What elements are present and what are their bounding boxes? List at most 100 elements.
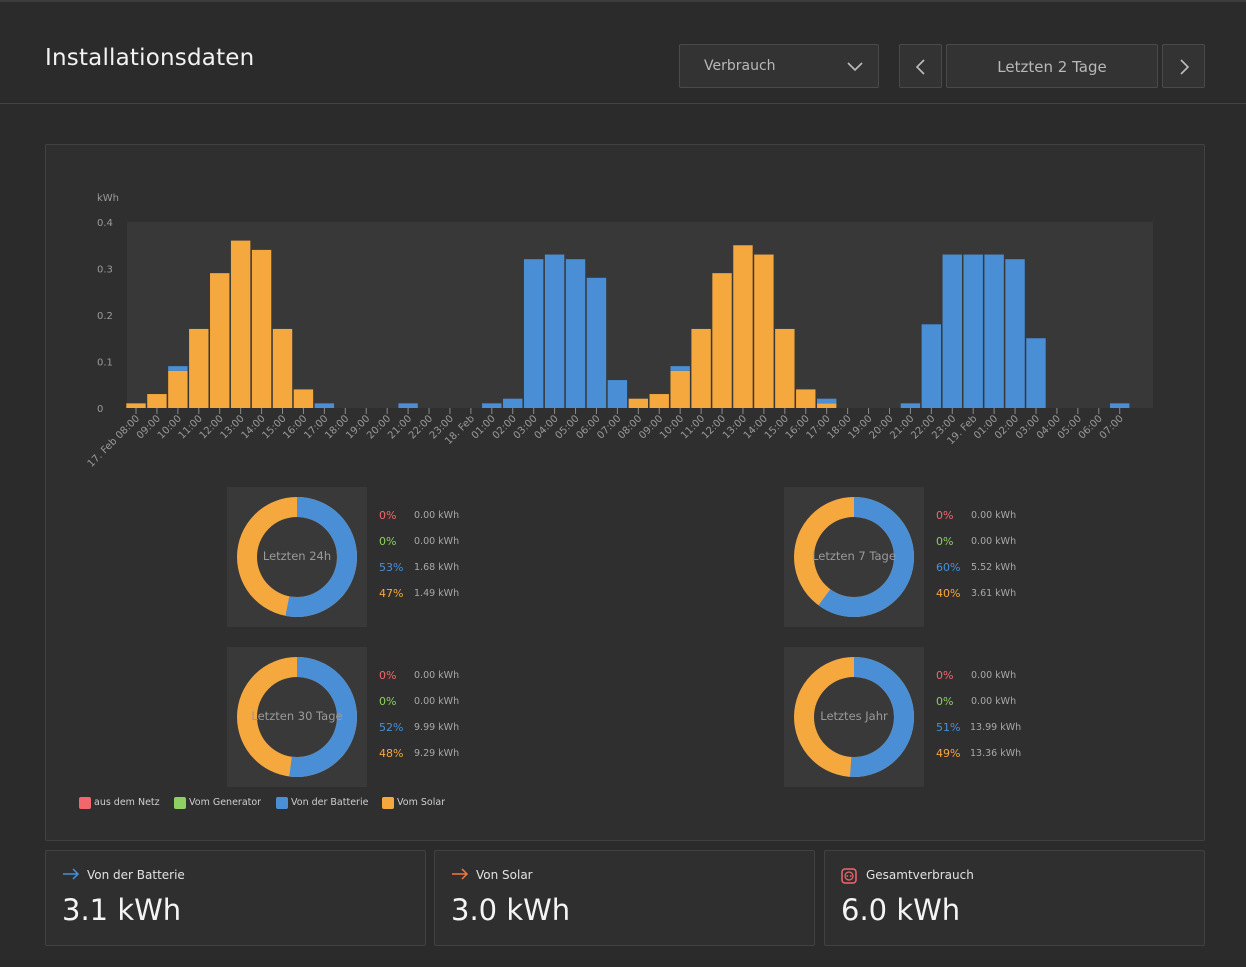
chart-bar[interactable] — [796, 389, 816, 408]
summary-stat-row: 0% 0.00 kWh — [379, 669, 529, 695]
chart-bar[interactable] — [691, 328, 711, 408]
summary-stat-row: 51% 13.99 kWh — [936, 721, 1086, 747]
stat-percent: 48% — [379, 747, 404, 760]
chart-bar[interactable] — [628, 398, 649, 408]
y-tick-label: 0.3 — [97, 265, 113, 276]
kpi-card-total: Gesamtverbrauch 6.0 kWh — [824, 850, 1205, 946]
chevron-left-icon — [915, 59, 925, 75]
chart-bar[interactable] — [314, 403, 335, 408]
chart-bar[interactable] — [1110, 403, 1130, 408]
kpi-value: 3.0 kWh — [451, 893, 571, 927]
summary-stat-row: 0% 0.00 kWh — [936, 695, 1086, 721]
stat-percent: 53% — [379, 561, 404, 574]
chart-bar[interactable] — [126, 403, 146, 408]
donut-segment-battery — [794, 497, 914, 617]
chart-bar[interactable] — [816, 398, 837, 404]
chart-bar[interactable] — [670, 370, 690, 408]
summary-stat-row: 0% 0.00 kWh — [379, 535, 529, 561]
chart-bar[interactable] — [293, 389, 314, 408]
legend-label-grid: aus dem Netz — [94, 797, 160, 808]
summary-donut-card: Letztes Jahr — [784, 647, 924, 787]
metric-select[interactable]: Verbrauch — [679, 44, 879, 88]
legend-swatch-generator — [174, 797, 186, 809]
chart-bar[interactable] — [168, 366, 188, 371]
stat-energy: 5.52 kWh — [971, 562, 1017, 573]
legend-swatch-grid — [79, 797, 91, 809]
chevron-right-icon — [1180, 59, 1190, 75]
chart-bar[interactable] — [230, 240, 251, 408]
y-tick-label: 0.4 — [97, 218, 113, 229]
date-range-display[interactable]: Letzten 2 Tage — [946, 44, 1158, 88]
summary-stats: 0% 0.00 kWh 0% 0.00 kWh 51% 13.99 kWh 49% 13.36… — [936, 669, 1086, 773]
stat-percent: 0% — [936, 695, 954, 708]
socket-icon — [841, 868, 857, 884]
donut-center-label: Letzten 24h — [262, 549, 332, 563]
summary-stat-row: 0% 0.00 kWh — [936, 509, 1086, 535]
summary-stat-row: 53% 1.68 kWh — [379, 561, 529, 587]
y-tick-label: 0 — [97, 404, 103, 415]
chart-bar[interactable] — [586, 277, 607, 408]
donut-segment-battery — [237, 497, 357, 617]
donut-chart — [237, 497, 357, 617]
stat-percent: 60% — [936, 561, 961, 574]
chart-bar[interactable] — [147, 394, 167, 408]
donut-chart — [794, 657, 914, 777]
stat-percent: 47% — [379, 587, 404, 600]
chart-bar[interactable] — [816, 403, 837, 408]
y-axis-unit: kWh — [97, 193, 119, 204]
kpi-label: Gesamtverbrauch — [866, 868, 974, 882]
chart-bar[interactable] — [544, 254, 565, 408]
kpi-value: 3.1 kWh — [62, 893, 182, 927]
chart-bar[interactable] — [921, 324, 942, 408]
chart-bar[interactable] — [210, 273, 230, 408]
stat-energy: 9.99 kWh — [414, 722, 460, 733]
chart-bar[interactable] — [900, 403, 921, 408]
chart-bar[interactable] — [733, 245, 753, 408]
stat-percent: 0% — [379, 535, 397, 548]
chart-bar[interactable] — [1005, 259, 1025, 408]
chart-bar[interactable] — [963, 254, 983, 408]
chart-bar[interactable] — [168, 370, 188, 408]
stat-energy: 0.00 kWh — [414, 696, 460, 707]
stat-percent: 51% — [936, 721, 961, 734]
chart-bar[interactable] — [1026, 338, 1046, 408]
chart-bar[interactable] — [942, 254, 962, 408]
legend-label-battery: Von der Batterie — [291, 797, 369, 808]
chart-bar[interactable] — [984, 254, 1004, 408]
chart-bar[interactable] — [503, 398, 523, 408]
kpi-card-battery: Von der Batterie 3.1 kWh — [45, 850, 426, 946]
chart-bar[interactable] — [482, 403, 502, 408]
stat-energy: 13.99 kWh — [970, 722, 1022, 733]
summary-stat-row: 0% 0.00 kWh — [379, 509, 529, 535]
chart-bar[interactable] — [754, 254, 774, 408]
legend-label-generator: Vom Generator — [189, 797, 262, 808]
summary-stat-row: 52% 9.99 kWh — [379, 721, 529, 747]
stat-energy: 0.00 kWh — [971, 670, 1017, 681]
legend-label-solar: Vom Solar — [397, 797, 446, 808]
chart-bar[interactable] — [565, 259, 586, 408]
kpi-card-solar: Von Solar 3.0 kWh — [434, 850, 815, 946]
chart-bar[interactable] — [189, 328, 209, 408]
y-tick-label: 0.1 — [97, 358, 113, 369]
chart-bar[interactable] — [775, 328, 795, 408]
previous-range-button[interactable] — [899, 44, 942, 88]
chart-bar[interactable] — [649, 394, 669, 408]
x-tick-label: 17. Feb 08:00 — [86, 413, 142, 469]
stat-energy: 3.61 kWh — [971, 588, 1017, 599]
chart-bar[interactable] — [523, 259, 544, 408]
chart-bar[interactable] — [670, 366, 690, 371]
metric-select-value: Verbrauch — [704, 58, 776, 74]
x-tick-label: 07:00 — [1098, 413, 1126, 441]
next-range-button[interactable] — [1162, 44, 1205, 88]
chart-bar[interactable] — [712, 273, 732, 408]
chart-bar[interactable] — [251, 249, 272, 408]
donut-center-label: Letzten 7 Tage — [812, 549, 896, 563]
stat-energy: 9.29 kWh — [414, 748, 460, 759]
donut-segment-battery — [794, 657, 914, 777]
chart-bar[interactable] — [272, 328, 293, 408]
chart-bar[interactable] — [607, 380, 628, 408]
legend-swatch-battery — [276, 797, 288, 809]
stat-energy: 13.36 kWh — [970, 748, 1022, 759]
stat-energy: 1.49 kWh — [414, 588, 460, 599]
chart-bar[interactable] — [398, 403, 418, 408]
